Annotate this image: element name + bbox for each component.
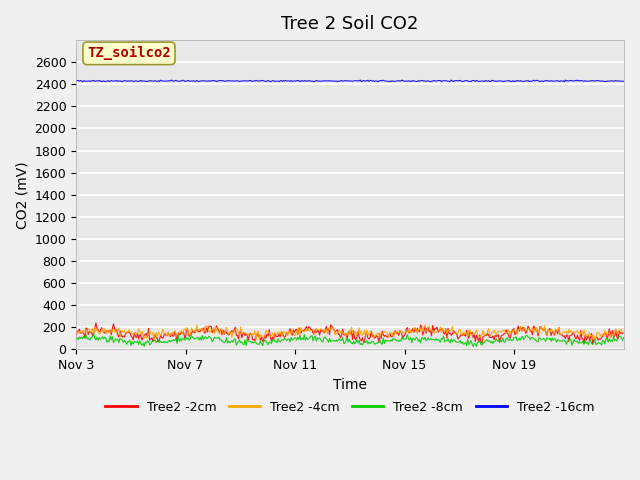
X-axis label: Time: Time (333, 378, 367, 392)
Legend: Tree2 -2cm, Tree2 -4cm, Tree2 -8cm, Tree2 -16cm: Tree2 -2cm, Tree2 -4cm, Tree2 -8cm, Tree… (100, 396, 599, 419)
Text: TZ_soilco2: TZ_soilco2 (87, 46, 171, 60)
Y-axis label: CO2 (mV): CO2 (mV) (15, 161, 29, 228)
Title: Tree 2 Soil CO2: Tree 2 Soil CO2 (281, 15, 419, 33)
